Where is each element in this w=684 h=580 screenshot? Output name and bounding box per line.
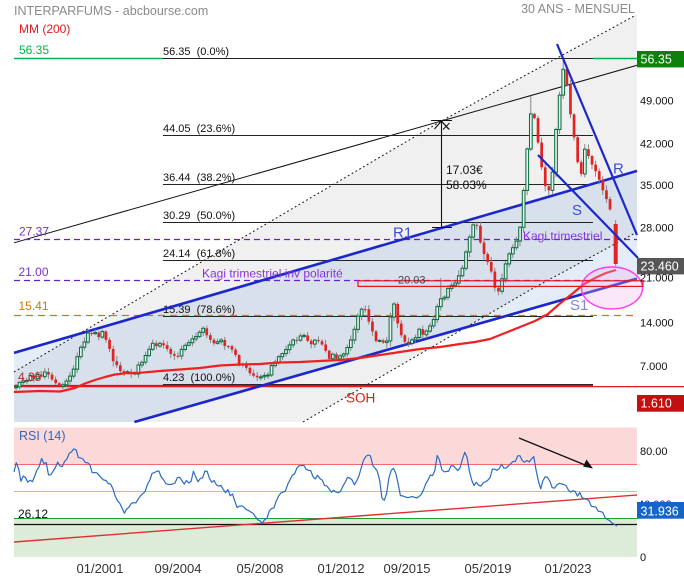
svg-text:42.000: 42.000 — [640, 139, 674, 151]
svg-text:35.000: 35.000 — [640, 180, 674, 192]
svg-text:30 ANS - MENSUEL: 30 ANS - MENSUEL — [521, 2, 635, 16]
svg-text:MM (200): MM (200) — [19, 22, 70, 36]
svg-text:56.35: 56.35 — [19, 43, 49, 57]
svg-text:58.03%: 58.03% — [446, 178, 487, 192]
svg-text:0: 0 — [640, 552, 646, 564]
svg-text:Kagi trimestriel: Kagi trimestriel — [523, 229, 602, 243]
svg-text:44.05 (23.6%): 44.05 (23.6%) — [163, 123, 235, 135]
svg-text:1.610: 1.610 — [641, 397, 672, 411]
svg-text:24.14 (61.8%): 24.14 (61.8%) — [163, 248, 235, 260]
svg-text:01/2012: 01/2012 — [318, 561, 365, 576]
svg-text:SOH: SOH — [346, 391, 375, 406]
svg-text:36.44 (38.2%): 36.44 (38.2%) — [163, 172, 235, 184]
svg-text:RSI (14): RSI (14) — [19, 429, 66, 443]
svg-text:09/2004: 09/2004 — [155, 561, 202, 576]
svg-text:14.000: 14.000 — [640, 318, 674, 330]
svg-text:49.000: 49.000 — [640, 96, 674, 108]
svg-text:4.23 (100.0%): 4.23 (100.0%) — [163, 372, 235, 384]
svg-text:S1: S1 — [570, 297, 588, 314]
svg-text:Kagi trimestriel inv polarité: Kagi trimestriel inv polarité — [202, 267, 343, 281]
svg-text:15.41: 15.41 — [19, 299, 49, 313]
svg-text:26.12: 26.12 — [18, 507, 48, 521]
svg-text:7.000: 7.000 — [640, 361, 668, 373]
svg-text:21.00: 21.00 — [19, 265, 49, 279]
svg-text:30.29 (50.0%): 30.29 (50.0%) — [163, 210, 235, 222]
svg-text:21.000: 21.000 — [640, 273, 674, 285]
svg-text:01/2023: 01/2023 — [545, 561, 592, 576]
svg-text:S: S — [572, 202, 582, 219]
svg-text:R1: R1 — [393, 224, 412, 241]
svg-text:15.39 (78.6%): 15.39 (78.6%) — [163, 304, 235, 316]
svg-text:28.000: 28.000 — [640, 223, 674, 235]
svg-text:56.35 (0.0%): 56.35 (0.0%) — [163, 46, 229, 58]
svg-text:09/2015: 09/2015 — [384, 561, 431, 576]
svg-text:23.460: 23.460 — [641, 260, 679, 274]
svg-text:05/2019: 05/2019 — [465, 561, 512, 576]
svg-text:80.00: 80.00 — [640, 446, 668, 458]
svg-text:R: R — [613, 161, 624, 178]
svg-text:31.936: 31.936 — [641, 504, 679, 518]
svg-text:27.37: 27.37 — [19, 225, 49, 239]
svg-text:56.35: 56.35 — [641, 53, 672, 67]
svg-text:20.03: 20.03 — [398, 275, 426, 287]
svg-text:INTERPARFUMS - abcbourse.com: INTERPARFUMS - abcbourse.com — [14, 4, 208, 18]
svg-text:17.03€: 17.03€ — [446, 163, 483, 177]
svg-text:01/2001: 01/2001 — [77, 561, 124, 576]
svg-text:4.35: 4.35 — [18, 370, 42, 384]
svg-text:05/2008: 05/2008 — [237, 561, 284, 576]
